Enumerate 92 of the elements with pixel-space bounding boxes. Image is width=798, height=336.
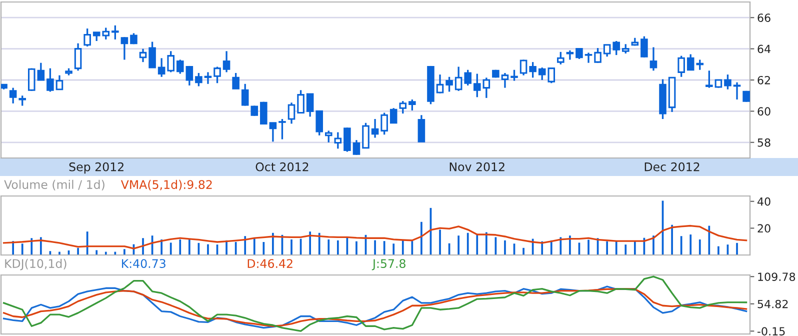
candlestick [686, 53, 694, 71]
candlestick [9, 86, 17, 104]
candlestick [584, 52, 592, 64]
line-series [2, 276, 748, 332]
candlestick [733, 82, 741, 100]
y-tick-label: 40 [757, 197, 770, 206]
candlestick [548, 66, 556, 84]
y-tick-label: 20 [758, 224, 770, 233]
candlestick [222, 50, 230, 74]
candlestick [352, 139, 360, 156]
candlestick [28, 67, 36, 92]
candlestick [158, 57, 166, 78]
candlestick [724, 74, 732, 90]
candlestick [520, 58, 528, 76]
candlestick [37, 62, 45, 81]
candlestick [260, 101, 268, 126]
candlestick [56, 74, 64, 90]
candlestick [297, 89, 304, 114]
candlestick [464, 69, 472, 86]
candlestick [436, 74, 444, 94]
x-tick-label: Dec 2012 [644, 162, 700, 172]
candlestick [250, 104, 258, 117]
candlestick [418, 114, 426, 142]
candlestick [408, 98, 416, 112]
candlestick [167, 50, 174, 74]
candlestick [306, 93, 314, 118]
candlestick [454, 66, 462, 92]
text: VMA(5,1d):9.82 [120, 180, 212, 190]
candlestick [74, 42, 82, 72]
candlestick [176, 58, 184, 75]
candlestick [640, 35, 648, 58]
candlestick [214, 66, 221, 84]
candlestick [603, 44, 611, 58]
y-tick-label: 60 [758, 107, 770, 116]
candlestick [84, 28, 91, 48]
line-series [2, 224, 748, 250]
series-label: K:40.73 [122, 259, 166, 268]
y-tick-label: 109.78 [758, 272, 796, 281]
candlestick [344, 126, 351, 153]
candlestick [576, 48, 583, 60]
x-tick-label: Oct 2012 [256, 162, 308, 172]
candlestick [324, 130, 332, 144]
candlestick [241, 83, 249, 107]
candlestick [622, 43, 630, 54]
candlestick [612, 40, 620, 56]
candlestick [594, 47, 602, 64]
candlestick [148, 40, 156, 68]
candlestick [538, 66, 546, 81]
candlestick [269, 122, 277, 142]
text: D:46.42 [248, 259, 292, 268]
candlestick [316, 110, 323, 136]
chart-title: Volume (mil / 1d) [4, 180, 104, 190]
candlestick [371, 118, 379, 139]
candlestick [120, 36, 128, 61]
candlestick [529, 61, 536, 78]
candlestick [18, 94, 26, 107]
candlestick [696, 58, 704, 71]
candlestick [650, 46, 658, 72]
candlestick [195, 72, 202, 88]
candlestick [334, 131, 342, 150]
candlestick [186, 65, 194, 86]
candlestick [501, 72, 509, 89]
y-tick-label: 66 [758, 14, 770, 22]
y-tick-label: 62 [758, 76, 770, 84]
candlestick [446, 76, 453, 93]
candlestick [706, 70, 713, 89]
candlestick [46, 67, 54, 93]
candlestick [139, 48, 147, 63]
y-tick-label: 58 [758, 138, 770, 147]
candlestick [362, 122, 370, 149]
x-tick-label: Nov 2012 [450, 162, 504, 172]
candlestick [390, 107, 398, 124]
candlestick [102, 26, 110, 40]
candlestick [288, 102, 296, 125]
candlestick [473, 72, 481, 98]
candlestick [557, 51, 564, 66]
candlestick [566, 50, 574, 61]
candlestick [112, 24, 119, 40]
x-tick-label: Sep 2012 [69, 162, 124, 174]
candlestick [482, 76, 490, 99]
text: J:57.8 [372, 259, 406, 270]
candlestick [380, 112, 388, 136]
y-tick-label: 54.82 [758, 300, 788, 308]
y-tick-label: -0.15 [757, 327, 785, 336]
y-tick-label: 64 [758, 44, 770, 54]
candlestick [678, 54, 685, 78]
candlestick [204, 71, 212, 85]
candlestick [399, 100, 407, 114]
chart-title: KDJ(10,1d) [5, 258, 66, 270]
candlestick [232, 72, 240, 90]
candlestick [278, 118, 286, 140]
candlestick [510, 69, 518, 82]
